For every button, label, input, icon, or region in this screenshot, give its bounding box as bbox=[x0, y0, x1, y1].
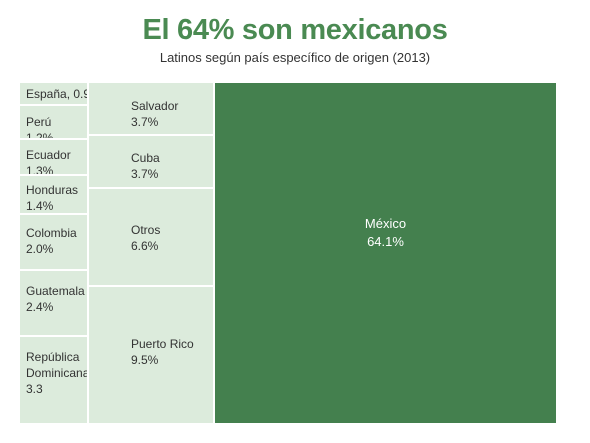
tile-label-espana: España, 0.9% bbox=[26, 87, 87, 101]
treemap-tile-honduras: Honduras 1.4% bbox=[20, 176, 89, 215]
treemap-tile-guatemala: Guatemala 2.4% bbox=[20, 271, 89, 337]
chart-title: El 64% son mexicanos bbox=[142, 14, 448, 46]
tile-label-ecuador: Ecuador 1.3% bbox=[26, 148, 71, 176]
treemap-tile-puerto-rico: Puerto Rico 9.5% bbox=[89, 287, 215, 425]
treemap-tile-cuba: Cuba 3.7% bbox=[89, 136, 215, 189]
tile-label-otros: Otros 6.6% bbox=[131, 223, 161, 253]
treemap-tile-salvador: Salvador 3.7% bbox=[89, 83, 215, 136]
treemap-tile-otros: Otros 6.6% bbox=[89, 189, 215, 287]
tile-label-republica-dominicana: República Dominicana 3.3 bbox=[26, 350, 89, 396]
tile-label-guatemala: Guatemala 2.4% bbox=[26, 284, 85, 314]
tile-label-colombia: Colombia 2.0% bbox=[26, 226, 77, 256]
tile-label-honduras: Honduras 1.4% bbox=[26, 183, 79, 213]
treemap-tile-mexico: México 64.1% bbox=[215, 83, 558, 425]
tile-label-salvador: Salvador 3.7% bbox=[131, 99, 179, 129]
treemap-tile-espana: España, 0.9% bbox=[20, 83, 89, 106]
tile-label-puerto-rico: Puerto Rico 9.5% bbox=[131, 337, 194, 367]
treemap-tile-peru: Perú 1.2% bbox=[20, 106, 89, 140]
treemap-tile-colombia: Colombia 2.0% bbox=[20, 215, 89, 271]
tile-label-cuba: Cuba 3.7% bbox=[131, 151, 160, 181]
tile-label-mexico: México 64.1% bbox=[364, 216, 407, 249]
chart-subtitle: Latinos según país específico de origen … bbox=[159, 50, 431, 65]
treemap-tile-republica-dominicana: República Dominicana 3.3 bbox=[20, 337, 89, 425]
treemap-chart: México 64.1% España, 0.9% Perú 1.2% Ecuador… bbox=[20, 83, 558, 425]
treemap-tile-ecuador: Ecuador 1.3% bbox=[20, 140, 89, 176]
tile-label-peru: Perú 1.2% bbox=[26, 115, 54, 140]
